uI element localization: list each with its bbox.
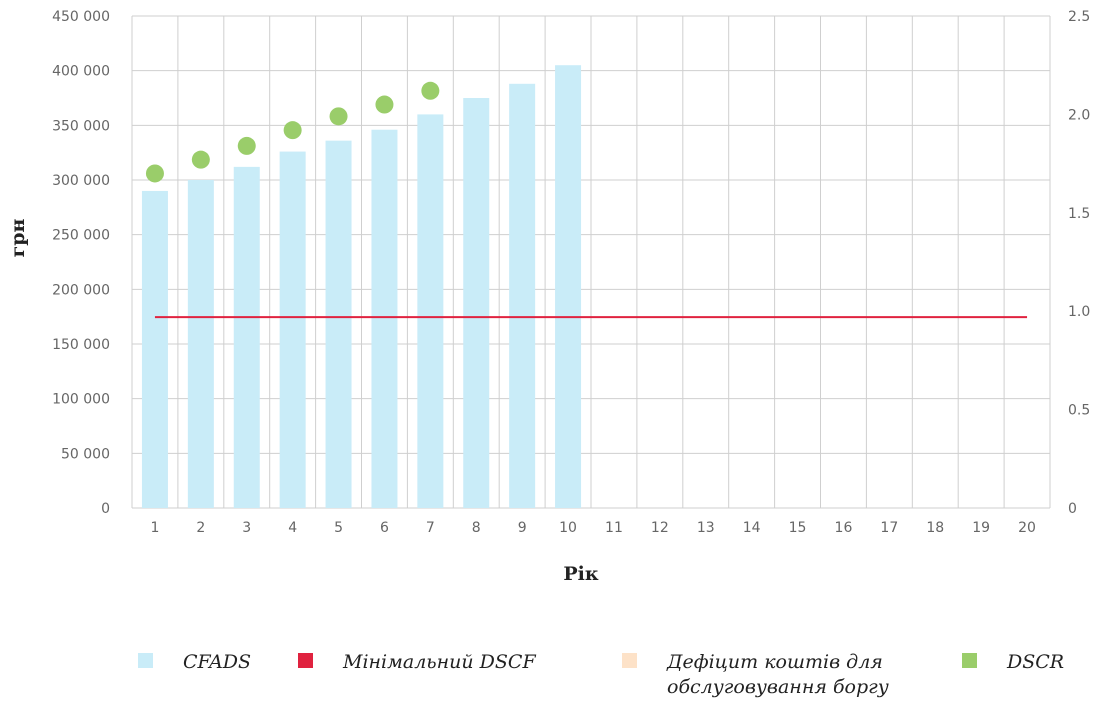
cfads-bar bbox=[325, 140, 352, 508]
x-tick-label: 9 bbox=[518, 520, 527, 536]
y-tick-label: 100 000 bbox=[52, 392, 110, 408]
x-tick-label: 18 bbox=[926, 520, 944, 536]
cfads-bar bbox=[279, 151, 306, 508]
x-tick-label: 13 bbox=[697, 520, 715, 536]
x-tick-label: 1 bbox=[150, 520, 159, 536]
x-tick-label: 15 bbox=[789, 520, 807, 536]
cfads-bar bbox=[555, 65, 582, 508]
cfads-bar bbox=[417, 114, 444, 509]
x-axis-label: Рік bbox=[563, 563, 599, 585]
x-tick-label: 4 bbox=[288, 520, 297, 536]
x-tick-label: 11 bbox=[605, 520, 623, 536]
y-axis-ticks: 0 50 000 100 000 150 000 200 000 250 000 300 0… bbox=[52, 9, 110, 517]
legend: CFADS Мінімальний DSCF Дефіцит коштів для о… bbox=[138, 651, 1064, 698]
legend-label: DSCR bbox=[1006, 651, 1064, 673]
cfads-bar bbox=[371, 129, 398, 508]
dscr-point bbox=[191, 150, 210, 169]
y2-axis-ticks: 0 0.5 1.0 1.5 2.0 2.5 bbox=[1068, 9, 1090, 517]
legend-label: Дефіцит коштів для bbox=[666, 651, 883, 673]
y2-tick-label: 0 bbox=[1068, 501, 1077, 517]
dscr-point bbox=[237, 136, 256, 155]
dscr-point bbox=[421, 81, 440, 100]
y-tick-label: 300 000 bbox=[52, 173, 110, 189]
x-tick-label: 19 bbox=[972, 520, 990, 536]
x-tick-label: 20 bbox=[1018, 520, 1036, 536]
cfads-bar bbox=[141, 190, 168, 508]
legend-swatch bbox=[962, 653, 977, 668]
legend-label: CFADS bbox=[183, 651, 251, 673]
y-tick-label: 250 000 bbox=[52, 228, 110, 244]
dscr-points bbox=[145, 81, 440, 183]
y2-tick-label: 2.5 bbox=[1068, 9, 1090, 25]
cfads-bar bbox=[463, 98, 490, 508]
y-tick-label: 150 000 bbox=[52, 337, 110, 353]
y2-tick-label: 2.0 bbox=[1068, 107, 1090, 123]
x-tick-label: 3 bbox=[242, 520, 251, 536]
cfads-bars bbox=[141, 65, 582, 509]
legend-label: обслуговування боргу bbox=[667, 676, 889, 698]
y-tick-label: 0 bbox=[101, 501, 110, 517]
x-tick-label: 10 bbox=[559, 520, 577, 536]
y2-tick-label: 1.0 bbox=[1068, 304, 1090, 320]
cfads-bar bbox=[509, 83, 536, 508]
y2-tick-label: 1.5 bbox=[1068, 206, 1090, 222]
x-tick-label: 6 bbox=[380, 520, 389, 536]
y-tick-label: 200 000 bbox=[52, 282, 110, 298]
y-tick-label: 50 000 bbox=[61, 446, 110, 462]
dscr-point bbox=[283, 121, 302, 140]
y-tick-label: 400 000 bbox=[52, 64, 110, 80]
legend-swatch bbox=[138, 653, 153, 668]
x-tick-label: 8 bbox=[472, 520, 481, 536]
cfads-bar bbox=[187, 180, 214, 508]
y2-tick-label: 0.5 bbox=[1068, 403, 1090, 419]
dscr-point bbox=[145, 164, 164, 183]
legend-label: Мінімальний DSCF bbox=[342, 651, 536, 673]
x-tick-label: 12 bbox=[651, 520, 669, 536]
x-tick-label: 14 bbox=[743, 520, 761, 536]
x-axis-ticks: 1 2 3 4 5 6 7 8 9 10 11 12 13 14 15 16 17 18 19 20 bbox=[150, 520, 1035, 536]
legend-swatch bbox=[298, 653, 313, 668]
dscr-point bbox=[375, 95, 394, 114]
x-tick-label: 5 bbox=[334, 520, 343, 536]
x-tick-label: 17 bbox=[880, 520, 898, 536]
grid bbox=[131, 15, 1051, 509]
x-tick-label: 2 bbox=[196, 520, 205, 536]
cfads-bar bbox=[233, 166, 260, 508]
y-tick-label: 450 000 bbox=[52, 9, 110, 25]
legend-swatch bbox=[622, 653, 637, 668]
y-tick-label: 350 000 bbox=[52, 118, 110, 134]
dscr-point bbox=[329, 107, 348, 126]
x-tick-label: 16 bbox=[835, 520, 853, 536]
x-tick-label: 7 bbox=[426, 520, 435, 536]
y-axis-label: грн bbox=[7, 218, 29, 257]
